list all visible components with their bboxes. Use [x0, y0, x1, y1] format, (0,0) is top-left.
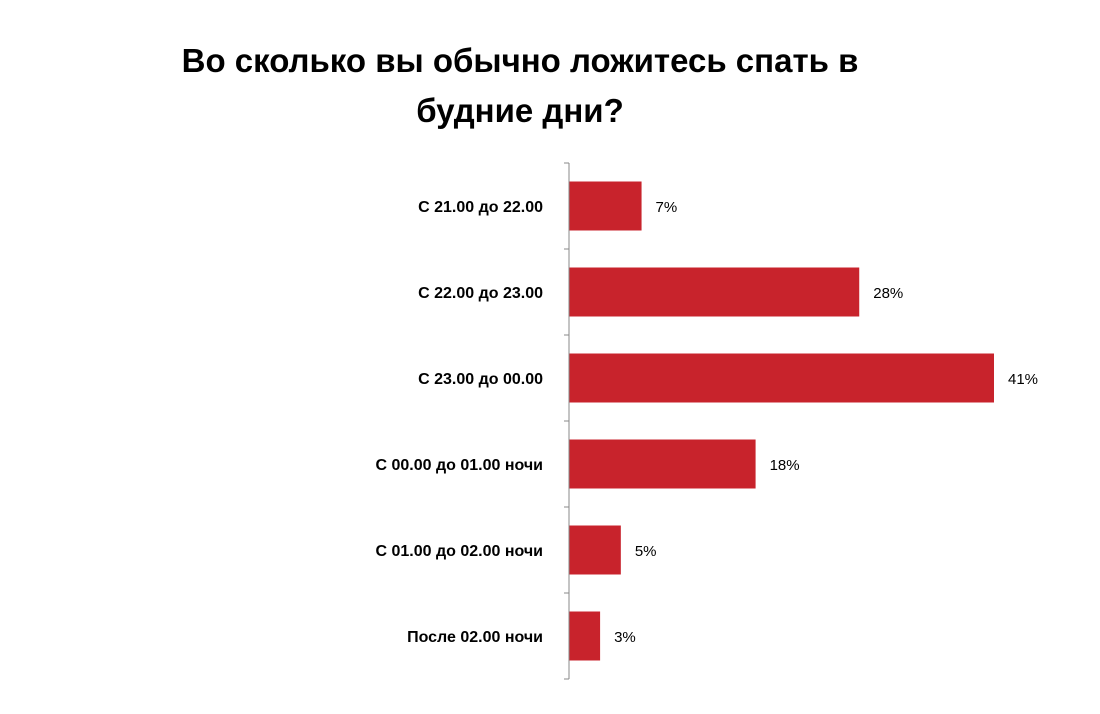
data-label: 41%: [1008, 371, 1038, 388]
bar: [569, 353, 994, 403]
data-label: 18%: [770, 457, 800, 474]
bar: [569, 611, 601, 661]
category-label: После 02.00 ночи: [407, 629, 543, 646]
data-label: 3%: [614, 629, 636, 646]
chart-title-line-1: Во сколько вы обычно ложитесь спать в: [181, 42, 859, 79]
data-label: 7%: [656, 199, 678, 216]
bar: [569, 525, 621, 575]
bar: [569, 439, 756, 489]
category-label: С 01.00 до 02.00 ночи: [375, 543, 543, 560]
data-label: 28%: [873, 285, 903, 302]
bar: [569, 181, 642, 231]
data-label: 5%: [635, 543, 657, 560]
category-label: С 22.00 до 23.00: [418, 285, 543, 302]
bar: [569, 267, 860, 317]
chart-title: Во сколько вы обычно ложитесь спать в бу…: [120, 36, 920, 136]
chart-title-line-2: будние дни?: [416, 92, 624, 129]
category-label: С 23.00 до 00.00: [418, 371, 543, 388]
category-label: С 21.00 до 22.00: [418, 199, 543, 216]
category-label: С 00.00 до 01.00 ночи: [375, 457, 543, 474]
